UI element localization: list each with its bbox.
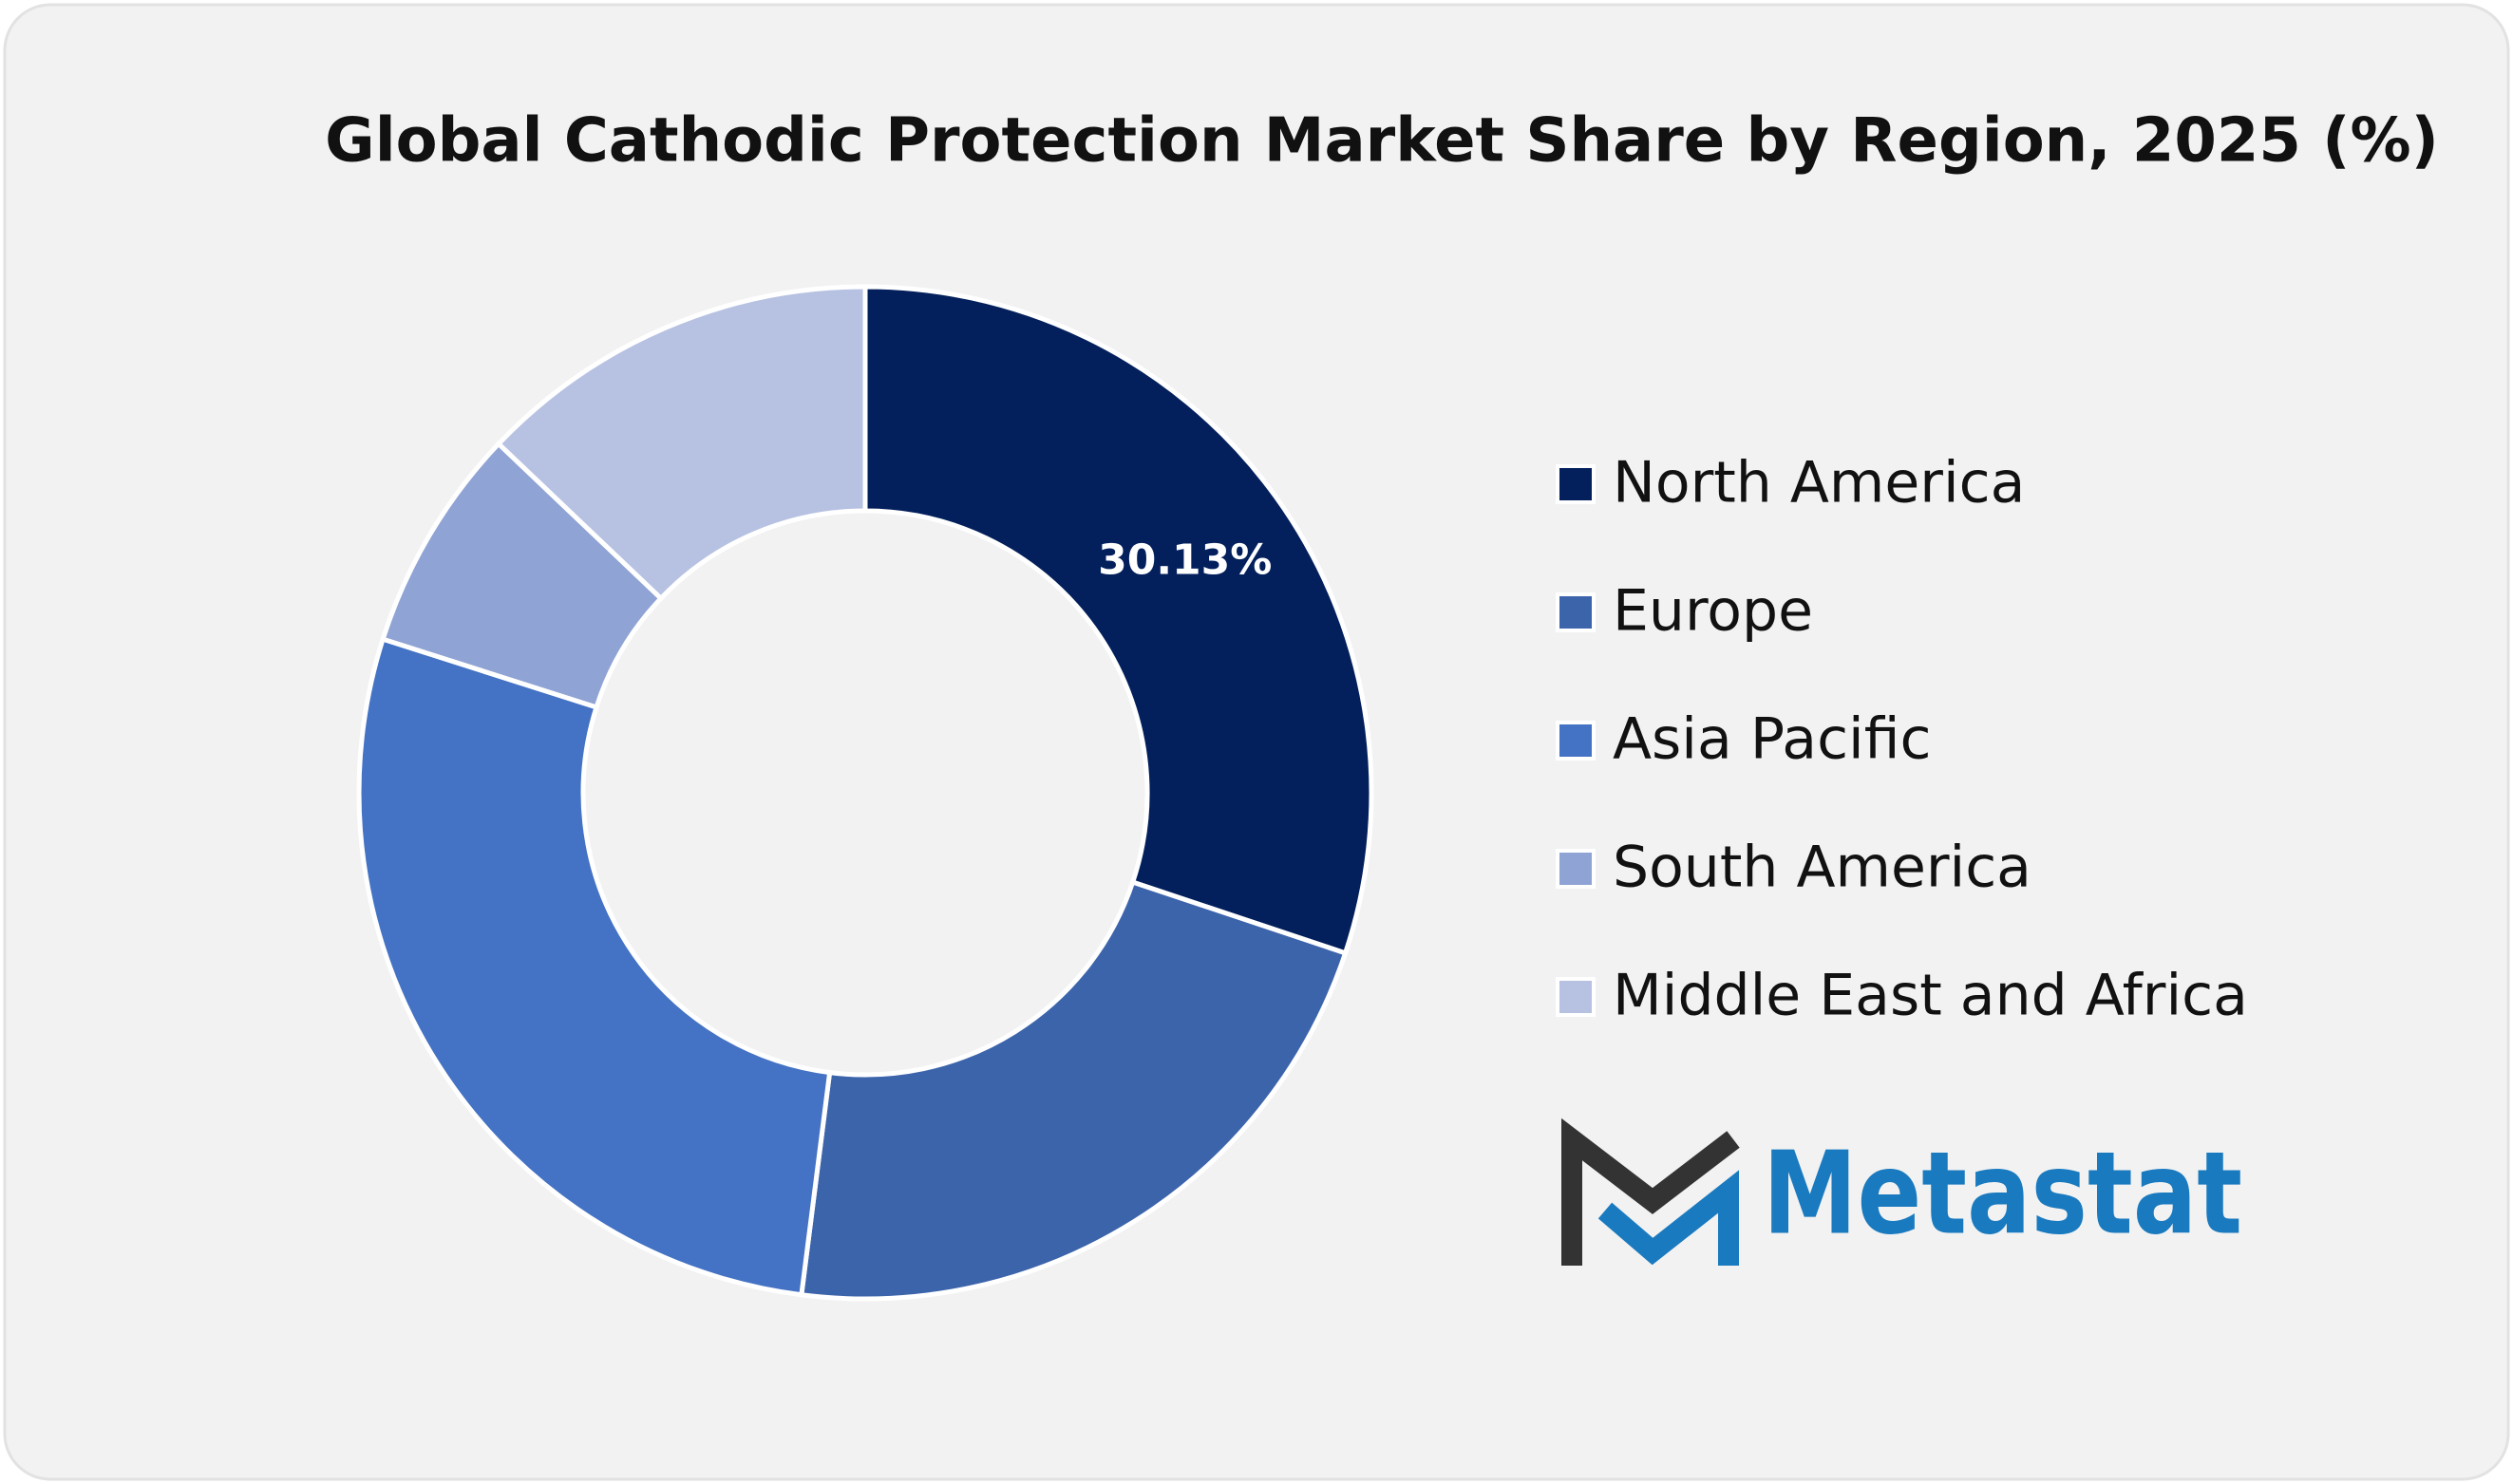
chart-title: Global Cathodic Protection Market Share …	[325, 106, 2439, 177]
legend-swatch	[1556, 849, 1596, 889]
legend-swatch	[1556, 977, 1596, 1017]
legend-label: Asia Pacific	[1613, 706, 1932, 773]
logo-icon	[1561, 1118, 1740, 1266]
logo: Metastat	[1561, 1118, 2242, 1266]
legend-swatch	[1556, 721, 1596, 761]
logo-icon	[1597, 1170, 1739, 1266]
logo-text: Metastat	[1763, 1129, 2242, 1261]
data-label: 30.13%	[1098, 535, 1272, 584]
slice	[356, 636, 833, 1298]
legend-label: South America	[1613, 835, 2031, 901]
legend-label: North America	[1613, 450, 2025, 517]
legend-swatch	[1556, 464, 1596, 504]
legend-swatch	[1556, 592, 1596, 632]
slice	[799, 878, 1349, 1302]
slice	[495, 284, 868, 602]
legend-label: Middle East and Africa	[1613, 963, 2248, 1029]
slice	[862, 284, 1374, 957]
legend-label: Europe	[1613, 578, 1813, 645]
